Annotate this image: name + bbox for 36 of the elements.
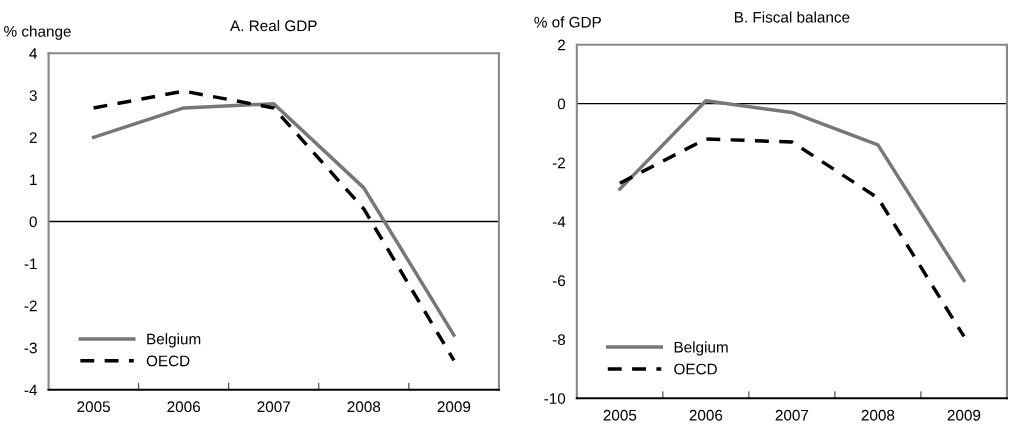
y-tick-label: -4 xyxy=(552,216,566,228)
legend-label: Belgium xyxy=(147,333,201,348)
line-series xyxy=(618,137,966,339)
x-tick-label: 2007 xyxy=(775,409,809,421)
y-tick-label: -2 xyxy=(24,300,37,312)
x-tick-label: 2008 xyxy=(861,409,895,421)
chart-title: A. Real GDP xyxy=(230,19,317,32)
y-tick-label: 4 xyxy=(29,48,38,59)
y-tick-label: -3 xyxy=(24,342,37,354)
x-tick-label: 2009 xyxy=(947,409,981,421)
y-tick-label: 2 xyxy=(558,39,565,51)
y-axis-title: % of GDP xyxy=(534,16,601,28)
y-tick-label: -6 xyxy=(552,275,566,287)
x-tick-label: 2006 xyxy=(689,409,723,421)
x-tick-label: 2008 xyxy=(347,401,381,413)
y-tick-label: 2 xyxy=(29,132,37,143)
legend-label: OECD xyxy=(146,355,190,367)
x-tick-label: 2009 xyxy=(437,401,471,413)
y-tick-label: 3 xyxy=(29,90,37,101)
y-tick-label: -10 xyxy=(544,393,566,404)
x-tick-label: 2007 xyxy=(257,401,290,413)
chart-title: B. Fiscal balance xyxy=(734,11,850,23)
y-tick-label: -2 xyxy=(552,157,565,169)
legend-label: Belgium xyxy=(674,341,728,356)
y-tick-label: -8 xyxy=(552,334,566,346)
x-tick-label: 2005 xyxy=(603,409,637,421)
y-tick-label: 0 xyxy=(29,216,37,228)
x-tick-label: 2006 xyxy=(167,401,200,413)
y-tick-label: -1 xyxy=(24,258,37,270)
legend-label: OECD xyxy=(674,363,717,375)
y-tick-label: 0 xyxy=(557,98,566,110)
line-series xyxy=(618,98,966,283)
x-tick-label: 2005 xyxy=(77,401,110,413)
y-tick-label: -4 xyxy=(24,384,38,396)
y-tick-label: 1 xyxy=(30,174,37,185)
y-axis-title: % change xyxy=(4,25,71,40)
